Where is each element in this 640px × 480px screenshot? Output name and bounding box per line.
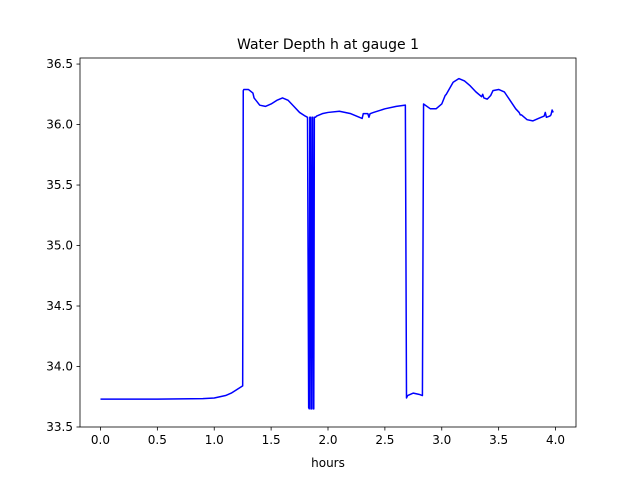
series-line-0 [100, 77, 554, 410]
y-axis: 33.5 34.0 34.5 35.0 35.5 36.0 36.5 [46, 57, 80, 434]
x-axis-label: hours [311, 456, 345, 470]
y-tick-label: 36.5 [46, 57, 73, 71]
y-tick-label: 34.0 [46, 360, 73, 374]
x-tick-label: 1.0 [205, 433, 224, 447]
x-tick-label: 3.5 [489, 433, 508, 447]
x-tick-label: 3.0 [432, 433, 451, 447]
x-axis: 0.0 0.5 1.0 1.5 2.0 2.5 3.0 3.5 4.0 [91, 427, 565, 447]
y-tick-label: 34.5 [46, 299, 73, 313]
x-tick-label: 2.0 [318, 433, 337, 447]
y-tick-label: 35.5 [46, 178, 73, 192]
x-tick-label: 0.0 [91, 433, 110, 447]
x-tick-label: 0.5 [148, 433, 167, 447]
x-tick-label: 1.5 [262, 433, 281, 447]
y-tick-label: 35.0 [46, 239, 73, 253]
x-tick-label: 2.5 [375, 433, 394, 447]
y-tick-label: 36.0 [46, 118, 73, 132]
x-tick-label: 4.0 [546, 433, 565, 447]
y-tick-label: 33.5 [46, 420, 73, 434]
chart-title: Water Depth h at gauge 1 [237, 37, 419, 53]
